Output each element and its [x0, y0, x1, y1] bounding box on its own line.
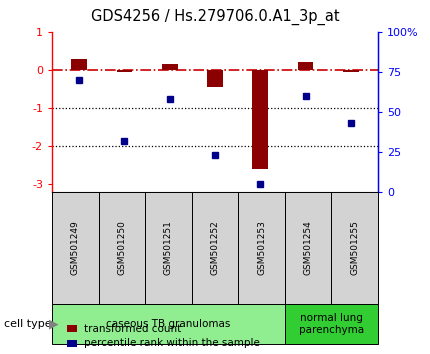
Text: GSM501255: GSM501255	[350, 221, 359, 275]
Text: transformed count: transformed count	[84, 324, 181, 333]
Text: GSM501253: GSM501253	[257, 221, 266, 275]
Text: normal lung
parenchyma: normal lung parenchyma	[299, 313, 364, 335]
Bar	[207, 70, 223, 87]
Text: GSM501254: GSM501254	[304, 221, 313, 275]
Text: GSM501251: GSM501251	[164, 221, 173, 275]
Text: cell type: cell type	[4, 319, 52, 329]
Text: GSM501250: GSM501250	[117, 221, 126, 275]
Text: ▶: ▶	[49, 318, 58, 331]
Bar	[298, 62, 313, 70]
Text: GSM501249: GSM501249	[71, 221, 80, 275]
Bar	[252, 70, 268, 169]
Text: caseous TB granulomas: caseous TB granulomas	[106, 319, 230, 329]
Text: GSM501252: GSM501252	[211, 221, 219, 275]
Bar	[343, 70, 359, 72]
Bar	[71, 59, 87, 70]
Bar	[117, 70, 132, 72]
Text: GDS4256 / Hs.279706.0.A1_3p_at: GDS4256 / Hs.279706.0.A1_3p_at	[91, 9, 339, 25]
Text: percentile rank within the sample: percentile rank within the sample	[84, 338, 260, 348]
Bar	[162, 64, 178, 70]
